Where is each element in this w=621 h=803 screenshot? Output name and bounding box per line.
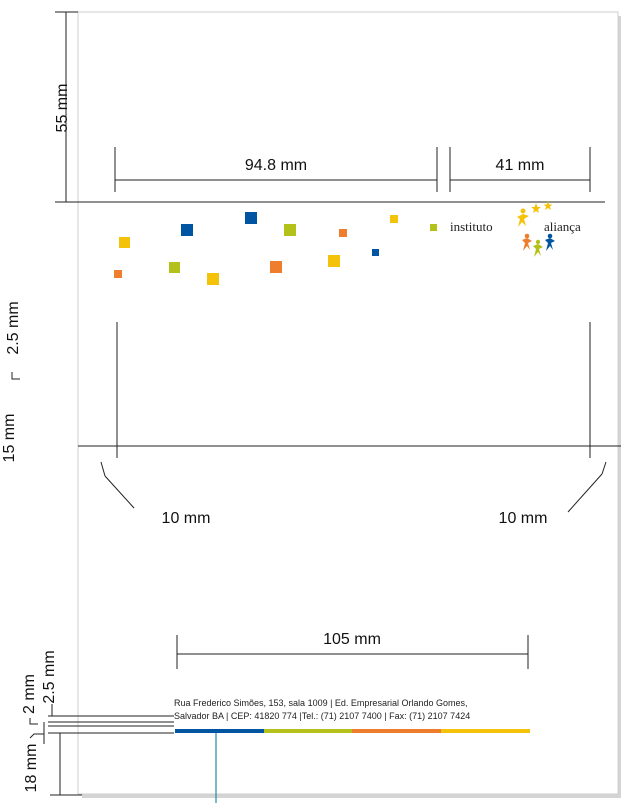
footer-address-line2: Salvador BA | CEP: 41820 774 |Tel.: (71)… [174, 711, 470, 721]
dim-footer-width [176, 635, 529, 669]
footer-address-line1: Rua Frederico Simões, 153, sala 1009 | E… [174, 698, 467, 708]
square [339, 229, 347, 237]
bar-orange [352, 729, 441, 733]
label-footer-text-height: 2 mm [21, 674, 38, 714]
logo-figures-icon [517, 201, 555, 257]
bar-green [264, 729, 352, 733]
label-bottom-margin: 18 mm [23, 744, 40, 793]
square [270, 261, 282, 273]
label-top-margin: 55 mm [54, 84, 71, 133]
square [430, 224, 437, 231]
sheet [77, 11, 619, 795]
label-logo-width: 41 mm [496, 157, 545, 174]
dim-logo-width [449, 147, 591, 192]
label-footer-gap: 2.5 mm [41, 650, 58, 703]
instituto-alianca-logo: instituto aliança [450, 201, 581, 257]
dim-logo-offset [114, 147, 438, 192]
label-logo-offset: 94.8 mm [245, 157, 307, 174]
square [328, 255, 340, 267]
square [169, 262, 180, 273]
label-left-spacing: 2.5 mm [5, 301, 22, 354]
square [390, 215, 398, 223]
label-fold-right: 10 mm [499, 510, 548, 527]
bar-yellow [441, 729, 530, 733]
bar-blue [175, 729, 264, 733]
label-footer-width: 105 mm [323, 631, 381, 648]
fold-guides [78, 322, 621, 513]
dim-bottom-left [43, 704, 174, 796]
decorative-squares [114, 212, 437, 285]
leader-18mm [29, 733, 44, 739]
square [245, 212, 257, 224]
square [181, 224, 193, 236]
label-fold-left: 10 mm [162, 510, 211, 527]
logo-word-instituto: instituto [450, 219, 493, 234]
footer-color-bar [175, 729, 530, 733]
square [372, 249, 379, 256]
left-spacing-leader [11, 372, 20, 380]
square [119, 237, 130, 248]
square [114, 270, 122, 278]
square [207, 273, 219, 285]
leader-2mm [29, 718, 38, 725]
square [284, 224, 296, 236]
label-left-partial: 15 mm [1, 414, 18, 463]
logo-word-alianca: aliança [544, 219, 581, 234]
